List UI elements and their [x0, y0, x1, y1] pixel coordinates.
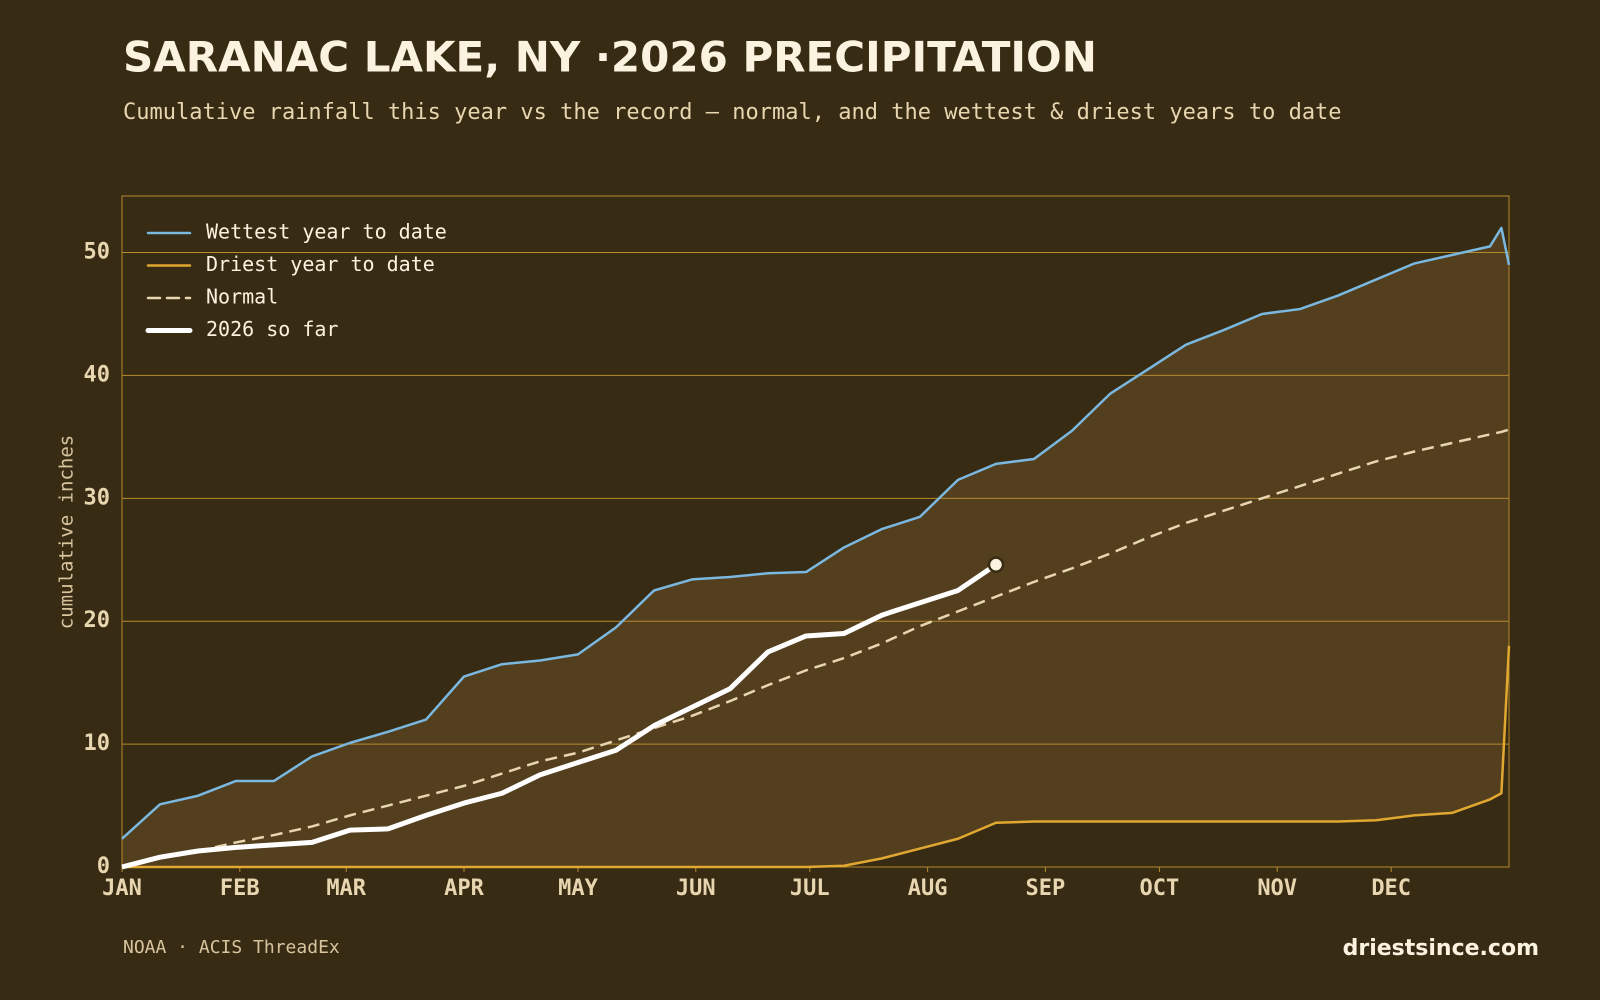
x-tick-label: NOV	[1257, 876, 1297, 901]
brand: driestsince.com	[1343, 936, 1539, 961]
series-line	[121, 428, 1510, 869]
legend-label: Normal	[206, 285, 278, 309]
x-tick-label: MAY	[558, 876, 598, 901]
series-line	[121, 562, 998, 870]
x-tick-label: MAR	[326, 876, 366, 901]
series-line	[122, 645, 1511, 869]
y-tick-label: 30	[84, 485, 111, 510]
y-tick-label: 50	[84, 240, 111, 265]
x-tick-label: FEB	[220, 876, 260, 901]
x-tick-label: APR	[444, 876, 484, 901]
range-band	[122, 227, 1509, 867]
y-tick-label: 40	[84, 362, 111, 387]
x-tick-label: DEC	[1371, 876, 1411, 901]
y-tick-label: 10	[84, 731, 111, 756]
legend-label: 2026 so far	[206, 317, 338, 341]
x-tick-label: JUN	[676, 876, 716, 901]
y-tick-label: 20	[84, 608, 111, 633]
legend-label: Driest year to date	[206, 252, 435, 276]
end-marker	[987, 556, 1005, 573]
x-tick-label: JUL	[790, 876, 830, 901]
chart-title: SARANAC LAKE, NY ·2026 PRECIPITATION	[123, 33, 1097, 82]
y-axis-label: cumulative inches	[56, 435, 78, 629]
series-line	[121, 226, 1511, 840]
x-tick-label: JAN	[102, 876, 142, 901]
subtitle: Cumulative rainfall this year vs the rec…	[123, 100, 1342, 125]
y-tick-label: 0	[97, 854, 110, 879]
x-tick-label: SEP	[1026, 876, 1066, 901]
x-tick-label: AUG	[908, 876, 948, 901]
x-tick-label: OCT	[1140, 876, 1180, 901]
source: NOAA · ACIS ThreadEx	[123, 937, 340, 958]
legend-label: Wettest year to date	[206, 220, 447, 244]
